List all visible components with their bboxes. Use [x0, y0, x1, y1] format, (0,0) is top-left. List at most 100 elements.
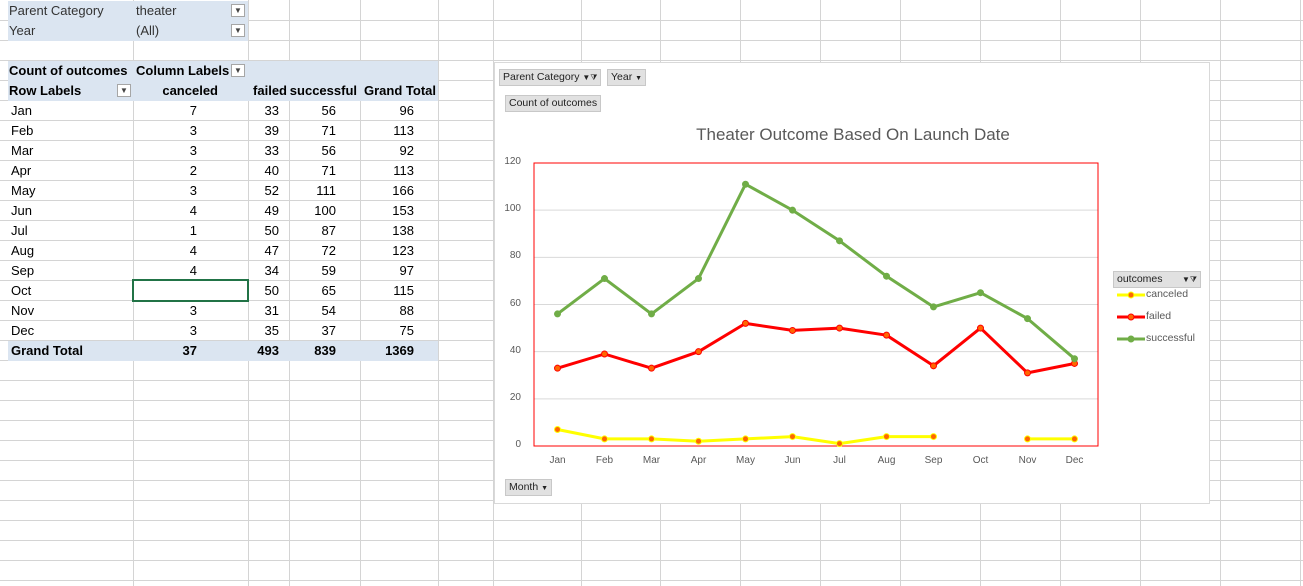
row-label: Mar	[11, 143, 34, 158]
data-point-successful	[930, 303, 937, 311]
x-tick-label: Nov	[1018, 455, 1037, 466]
chart-parent-category-button[interactable]: Parent Category ▼⧩	[499, 69, 602, 86]
y-tick-label: 60	[509, 297, 521, 309]
legend-label-canceled: canceled	[1146, 288, 1189, 300]
legend-label-successful: successful	[1146, 332, 1196, 344]
x-tick-label: Jun	[784, 455, 801, 466]
row-labels-dropdown-icon[interactable]: ▼	[117, 84, 131, 97]
series-line-failed	[557, 321, 1075, 375]
pivot-row-labels: Row Labels	[9, 83, 82, 98]
funnel-icon: ▼⧩	[582, 73, 598, 82]
filter-row-year	[8, 21, 248, 41]
data-point-successful	[695, 275, 702, 283]
cell-successful: 72	[321, 243, 336, 258]
x-tick-label: May	[736, 455, 755, 466]
chevron-down-icon: ▼	[635, 75, 643, 82]
legend-outcomes-button[interactable]: outcomes ▼⧩	[1113, 271, 1201, 288]
filter-label-year: Year	[9, 23, 36, 38]
data-point-successful	[883, 272, 890, 280]
cell-failed: 34	[264, 263, 279, 278]
pivot-chart[interactable]: Parent Category ▼⧩ Year ▼ Count of outco…	[494, 62, 1210, 504]
row-label: Dec	[11, 323, 35, 338]
data-point-failed	[836, 324, 843, 332]
cell-grand-total: 166	[392, 183, 414, 198]
data-point-canceled	[648, 435, 655, 443]
grand-total-total: 1369	[385, 343, 414, 358]
data-point-canceled	[930, 433, 937, 441]
legend-title: outcomes	[1117, 273, 1163, 285]
cell-failed: 47	[264, 243, 279, 258]
cell-successful: 100	[314, 203, 336, 218]
cell-canceled: 3	[189, 123, 197, 138]
cell-grand-total: 113	[393, 123, 414, 138]
cell-successful: 65	[321, 283, 336, 298]
chart-year-button[interactable]: Year ▼	[607, 69, 647, 86]
row-label: Jul	[11, 223, 28, 238]
y-tick-label: 120	[504, 156, 521, 167]
chart-parent-category-label: Parent Category	[503, 71, 580, 83]
data-point-canceled	[742, 435, 749, 443]
cell-failed: 31	[264, 303, 279, 318]
chart-month-label: Month	[509, 481, 539, 493]
grand-total-canceled: 37	[182, 343, 197, 358]
x-tick-label: Oct	[972, 455, 989, 466]
chart-year-label: Year	[611, 71, 633, 83]
data-point-successful	[1024, 315, 1031, 323]
row-label: Aug	[11, 243, 35, 258]
chart-count-button[interactable]: Count of outcomes	[505, 95, 602, 112]
y-tick-label: 40	[509, 344, 521, 356]
chart-title: Theater Outcome Based On Launch Date	[696, 125, 1010, 144]
col-header-failed: failed	[253, 83, 287, 98]
cell-successful: 111	[316, 183, 336, 198]
cell-grand-total: 113	[393, 163, 414, 178]
data-point-failed	[883, 331, 890, 339]
grand-total-failed: 493	[257, 343, 279, 358]
data-point-successful	[1071, 355, 1078, 363]
x-tick-label: Sep	[924, 455, 943, 466]
x-tick-label: Feb	[595, 455, 614, 466]
cell-canceled: 2	[189, 163, 197, 178]
cell-failed: 50	[264, 283, 279, 298]
y-tick-label: 100	[504, 203, 521, 215]
data-point-canceled	[1024, 435, 1031, 443]
row-label: Apr	[11, 163, 32, 178]
cell-successful: 71	[321, 123, 336, 138]
row-label: May	[11, 183, 36, 198]
cell-canceled: 4	[189, 203, 197, 218]
funnel-icon: ▼⧩	[1181, 275, 1197, 284]
cell-canceled: 3	[189, 183, 197, 198]
legend-marker-successful	[1127, 335, 1135, 343]
cell-failed: 52	[264, 183, 279, 198]
selected-cell[interactable]	[132, 279, 249, 302]
legend-label-failed: failed	[1146, 310, 1172, 322]
data-point-canceled	[695, 437, 702, 445]
year-dropdown-icon[interactable]: ▼	[231, 24, 245, 37]
data-point-canceled	[836, 440, 843, 448]
legend-marker-failed	[1127, 313, 1135, 321]
cell-grand-total: 97	[399, 263, 414, 278]
data-point-failed	[601, 350, 608, 358]
cell-grand-total: 92	[399, 143, 414, 158]
data-point-successful	[789, 206, 796, 214]
cell-failed: 33	[264, 143, 279, 158]
cell-successful: 56	[321, 143, 336, 158]
x-tick-label: Aug	[877, 455, 896, 466]
grand-total-bg	[8, 341, 438, 361]
column-labels-filter-icon[interactable]: ▼	[231, 64, 245, 77]
col-header-successful: successful	[289, 83, 357, 98]
x-tick-label: Mar	[642, 455, 661, 466]
cell-successful: 37	[321, 323, 336, 338]
cell-grand-total: 88	[399, 303, 414, 318]
filter-funnel-icon[interactable]: ▼	[231, 4, 245, 17]
cell-canceled: 1	[189, 223, 197, 238]
data-point-successful	[977, 289, 984, 297]
cell-failed: 33	[264, 103, 279, 118]
cell-grand-total: 75	[399, 323, 414, 338]
chart-month-button[interactable]: Month ▼	[505, 479, 553, 496]
y-tick-label: 0	[515, 439, 521, 450]
cell-failed: 39	[264, 123, 279, 138]
row-label: Jan	[11, 103, 32, 118]
filter-value-parent-category: theater	[136, 3, 177, 18]
series-line-successful	[556, 182, 1076, 360]
cell-grand-total: 153	[392, 203, 414, 218]
